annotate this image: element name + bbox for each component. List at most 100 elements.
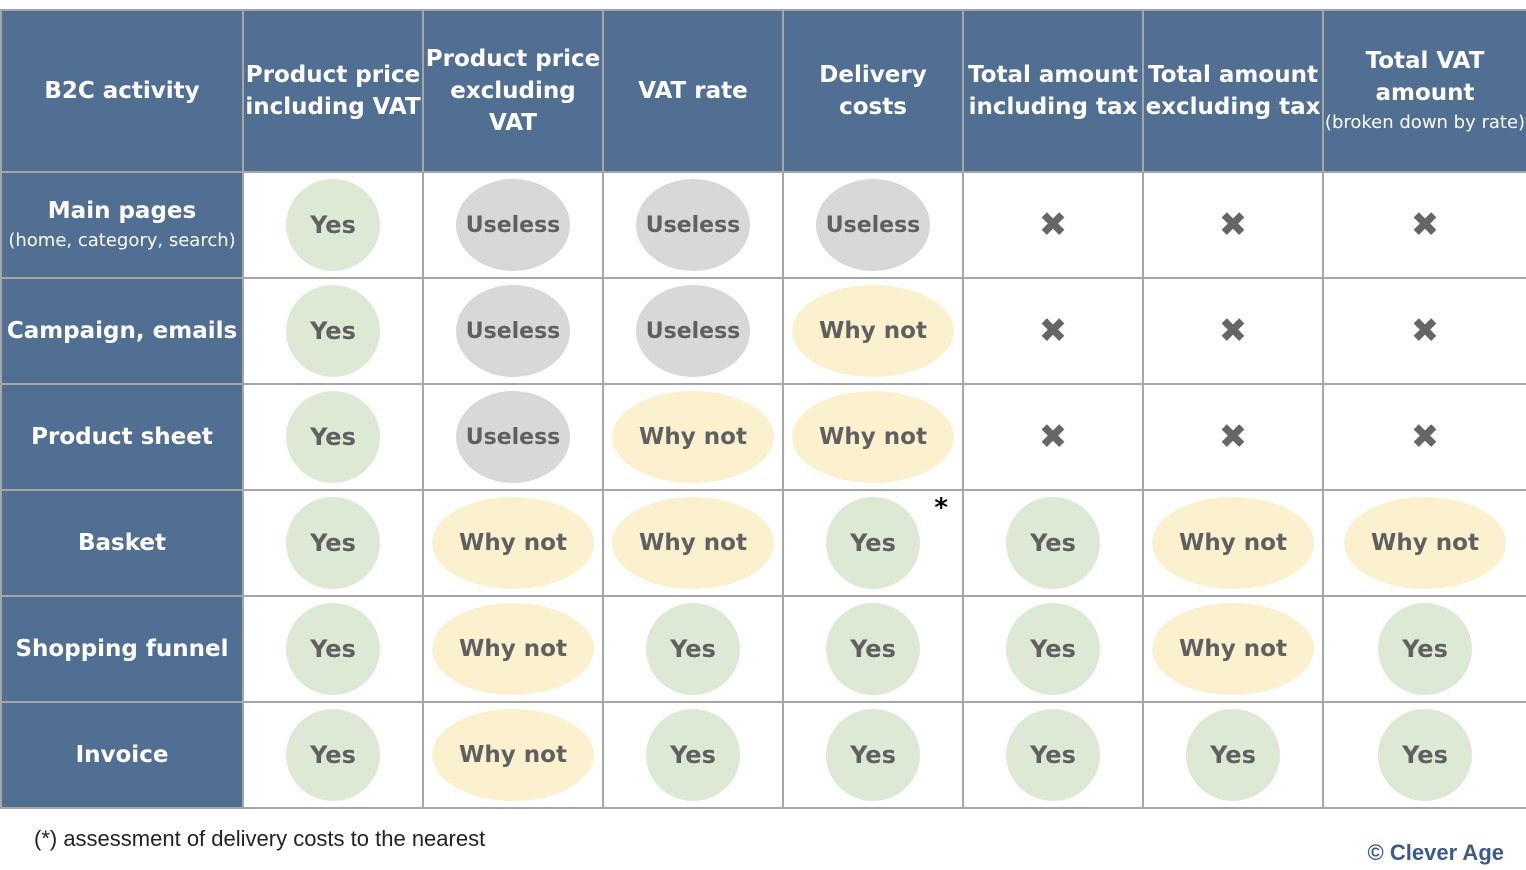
badge-yes: Yes [1186,709,1280,801]
footnote: (*) assessment of delivery costs to the … [34,826,486,851]
table-row: Basket Yes Why not Why not Yes * Yes Why not Why… [0,489,1526,597]
badge-why-not: Why not [432,709,594,801]
badge-useless: Useless [456,391,570,483]
badge-why-not: Why not [792,285,954,377]
badge-why-not: Why not [432,603,594,695]
badge-yes: Yes [826,603,920,695]
table-cell: Useless [602,171,784,279]
badge-yes: Yes [826,709,920,801]
table-cell: Yes [602,701,784,809]
column-header-label: Delivery costs [819,62,927,120]
table-cell: ✖ [1322,277,1526,385]
table-row: Product sheet Yes Useless Why not Why not ✖ ✖ ✖ [0,383,1526,491]
badge-useless: Useless [816,179,930,271]
column-header-sublabel: (broken down by rate) [1324,112,1526,133]
badge-why-not: Why not [792,391,954,483]
table-cell: Yes [1322,701,1526,809]
table-cell: Yes * [782,489,964,597]
column-header: B2C activity [0,9,244,173]
row-header-label: Product sheet [31,424,213,450]
table-cell: Yes [602,595,784,703]
row-header: Main pages (home, category, search) [0,171,244,279]
table-cell: Yes [1142,701,1324,809]
table-cell: ✖ [962,171,1144,279]
table-row: Main pages (home, category, search) Yes Use… [0,171,1526,279]
badge-why-not: Why not [1344,497,1506,589]
brand-logo: © Clever Age [1367,840,1504,865]
column-header: Product price including VAT [242,9,424,173]
cross-icon: ✖ [1218,311,1248,351]
column-header-label: Product price excluding VAT [425,46,601,136]
badge-yes: Yes [1006,603,1100,695]
table-cell: Yes [782,701,964,809]
row-header-label: Basket [77,530,166,556]
cross-icon: ✖ [1410,417,1440,457]
badge-yes: Yes [1378,603,1472,695]
badge-yes: Yes [1006,709,1100,801]
badge-useless: Useless [456,179,570,271]
badge-useless: Useless [456,285,570,377]
table-cell: Yes [962,701,1144,809]
column-header-label: Product price including VAT [245,62,421,120]
badge-yes: Yes [826,497,920,589]
cross-icon: ✖ [1038,205,1068,245]
table-row: Shopping funnel Yes Why not Yes Yes Yes Why no… [0,595,1526,703]
table-cell: Why not [1322,489,1526,597]
row-header: Invoice [0,701,244,809]
table-row: Campaign, emails Yes Useless Useless Why not… [0,277,1526,385]
badge-yes: Yes [286,285,380,377]
column-header: Product price excluding VAT [422,9,604,173]
table-cell: Why not [422,595,604,703]
cross-icon: ✖ [1218,205,1248,245]
table-cell: Useless [602,277,784,385]
column-header-label: Total amount including tax [968,62,1138,120]
table-cell: Yes [242,277,424,385]
row-header: Shopping funnel [0,595,244,703]
table-cell: Why not [422,701,604,809]
badge-yes: Yes [646,709,740,801]
table-cell: Useless [422,383,604,491]
row-header: Campaign, emails [0,277,244,385]
row-header-label: Campaign, emails [6,318,238,344]
badge-useless: Useless [636,285,750,377]
table-cell: Why not [782,383,964,491]
table-cell: Yes [962,595,1144,703]
badge-useless: Useless [636,179,750,271]
row-header-label: Shopping funnel [15,636,229,662]
column-header: Total amount including tax [962,9,1144,173]
column-header: VAT rate [602,9,784,173]
table-cell: Useless [422,171,604,279]
table-cell: Why not [1142,489,1324,597]
table-cell: ✖ [962,383,1144,491]
cross-icon: ✖ [1038,417,1068,457]
cross-icon: ✖ [1038,311,1068,351]
vat-display-table: B2C activity Product price including VAT P… [0,9,1526,809]
badge-why-not: Why not [1152,497,1314,589]
badge-why-not: Why not [612,391,774,483]
table-cell: ✖ [962,277,1144,385]
badge-why-not: Why not [432,497,594,589]
row-header-label: Main pages [47,198,197,224]
badge-yes: Yes [286,179,380,271]
table-cell: Yes [242,701,424,809]
table-cell: ✖ [1142,277,1324,385]
column-header: Delivery costs [782,9,964,173]
header-row: B2C activity Product price including VAT P… [0,9,1526,173]
table-cell: ✖ [1142,383,1324,491]
column-header-label: VAT rate [638,78,748,104]
row-header-label: Invoice [75,742,169,768]
badge-why-not: Why not [612,497,774,589]
table-cell: Yes [1322,595,1526,703]
table-cell: Why not [1142,595,1324,703]
table-cell: Yes [242,383,424,491]
badge-why-not: Why not [1152,603,1314,695]
table-cell: ✖ [1322,171,1526,279]
badge-yes: Yes [646,603,740,695]
badge-yes: Yes [286,603,380,695]
column-header: Total amount excluding tax [1142,9,1324,173]
cross-icon: ✖ [1410,205,1440,245]
badge-yes: Yes [286,391,380,483]
row-header: Product sheet [0,383,244,491]
table-cell: ✖ [1322,383,1526,491]
table-row: Invoice Yes Why not Yes Yes Yes Yes Yes [0,701,1526,809]
